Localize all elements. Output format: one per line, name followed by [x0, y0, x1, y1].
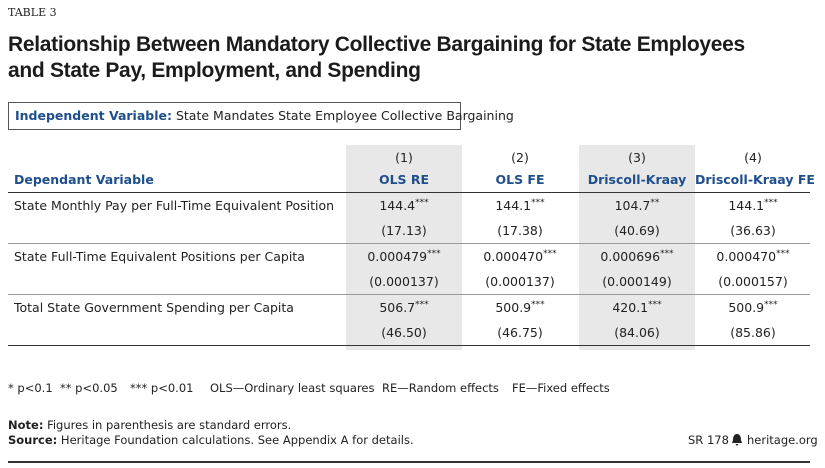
significance: ***	[543, 249, 557, 259]
coefficient: 0.000479	[367, 249, 428, 265]
iv-text: State Mandates State Employee Collective…	[175, 108, 514, 123]
coefficient: 500.9	[728, 300, 765, 316]
note: Note: Figures in parenthesis are standar…	[8, 418, 291, 432]
bottom-rule	[8, 461, 810, 463]
row-label: State Full-Time Equivalent Positions per…	[14, 249, 305, 264]
column-number: (2)	[511, 150, 529, 165]
column-number: (3)	[628, 150, 646, 165]
standard-error: (0.000149)	[602, 274, 672, 289]
cell-value: 104.7**	[579, 198, 695, 213]
row-label: Total State Government Spending per Capi…	[14, 300, 294, 315]
coefficient: 500.9	[495, 300, 532, 316]
coefficient: 144.4	[379, 198, 416, 214]
significance: ***	[764, 198, 778, 208]
legend-item: RE—Random effects	[382, 381, 499, 395]
row-rule	[8, 294, 810, 295]
significance: ***	[660, 249, 674, 259]
standard-error: (0.000157)	[718, 274, 788, 289]
legend-item: ** p<0.05	[60, 381, 118, 395]
legend-item: * p<0.1	[8, 381, 53, 395]
independent-variable-box: Independent Variable: State Mandates Sta…	[8, 102, 514, 130]
iv-label: Independent Variable:	[15, 108, 172, 123]
standard-error: (85.86)	[730, 325, 776, 340]
header-rule	[8, 192, 810, 193]
source: Source: Heritage Foundation calculations…	[8, 433, 414, 447]
row-header: Dependant Variable	[14, 172, 154, 187]
standard-error: (84.06)	[614, 325, 660, 340]
note-label: Note:	[8, 418, 44, 432]
standard-error: (46.50)	[381, 325, 427, 340]
cell-value: 500.9***	[462, 300, 578, 315]
coefficient: 0.000470	[483, 249, 544, 265]
coefficient: 0.000470	[716, 249, 777, 265]
significance: **	[650, 198, 660, 208]
row-label: State Monthly Pay per Full-Time Equivale…	[14, 198, 335, 213]
significance: ***	[776, 249, 790, 259]
row-rule	[8, 243, 810, 244]
coefficient: 506.7	[379, 300, 416, 316]
cell-value: 144.4***	[346, 198, 462, 213]
cell-value: 0.000470***	[695, 249, 811, 264]
significance: ***	[648, 300, 662, 310]
row-rule	[8, 345, 810, 346]
standard-error: (36.63)	[730, 223, 776, 238]
standard-error: (17.38)	[497, 223, 543, 238]
report-id: SR 178	[688, 433, 729, 447]
significance: ***	[415, 300, 429, 310]
table-label: TABLE 3	[8, 6, 57, 19]
coefficient: 144.1	[728, 198, 765, 214]
column-number: (1)	[395, 150, 413, 165]
coefficient: 144.1	[495, 198, 532, 214]
standard-error: (0.000137)	[369, 274, 439, 289]
significance: ***	[427, 249, 441, 259]
cell-value: 144.1***	[695, 198, 811, 213]
cell-value: 0.000470***	[462, 249, 578, 264]
source-text: Heritage Foundation calculations. See Ap…	[60, 433, 414, 447]
legend-item: FE—Fixed effects	[512, 381, 610, 395]
source-label: Source:	[8, 433, 58, 447]
coefficient: 0.000696	[600, 249, 661, 265]
coefficient: 104.7	[614, 198, 651, 214]
significance: ***	[531, 198, 545, 208]
standard-error: (17.13)	[381, 223, 427, 238]
standard-error: (46.75)	[497, 325, 543, 340]
cell-value: 500.9***	[695, 300, 811, 315]
coefficient: 420.1	[612, 300, 649, 316]
legend-item: OLS—Ordinary least squares	[210, 381, 375, 395]
note-text: Figures in parenthesis are standard erro…	[47, 418, 292, 432]
standard-error: (0.000137)	[485, 274, 555, 289]
title-line: and State Pay, Employment, and Spending	[8, 59, 421, 82]
column-shade	[579, 145, 695, 350]
column-shade	[346, 145, 462, 350]
cell-value: 144.1***	[462, 198, 578, 213]
cell-value: 506.7***	[346, 300, 462, 315]
significance: ***	[531, 300, 545, 310]
bell-icon	[732, 434, 742, 446]
cell-value: 0.000696***	[579, 249, 695, 264]
significance: ***	[764, 300, 778, 310]
standard-error: (40.69)	[614, 223, 660, 238]
column-name: Driscoll-Kraay	[587, 172, 687, 187]
cell-value: 420.1***	[579, 300, 695, 315]
title-line: Relationship Between Mandatory Collectiv…	[8, 33, 745, 56]
legend-item: *** p<0.01	[130, 381, 194, 395]
column-name: Driscoll-Kraay FE	[695, 172, 815, 187]
column-name: OLS FE	[495, 172, 545, 187]
column-number: (4)	[744, 150, 762, 165]
column-name: OLS RE	[378, 172, 430, 187]
site: heritage.org	[747, 433, 818, 447]
significance: ***	[415, 198, 429, 208]
cell-value: 0.000479***	[346, 249, 462, 264]
